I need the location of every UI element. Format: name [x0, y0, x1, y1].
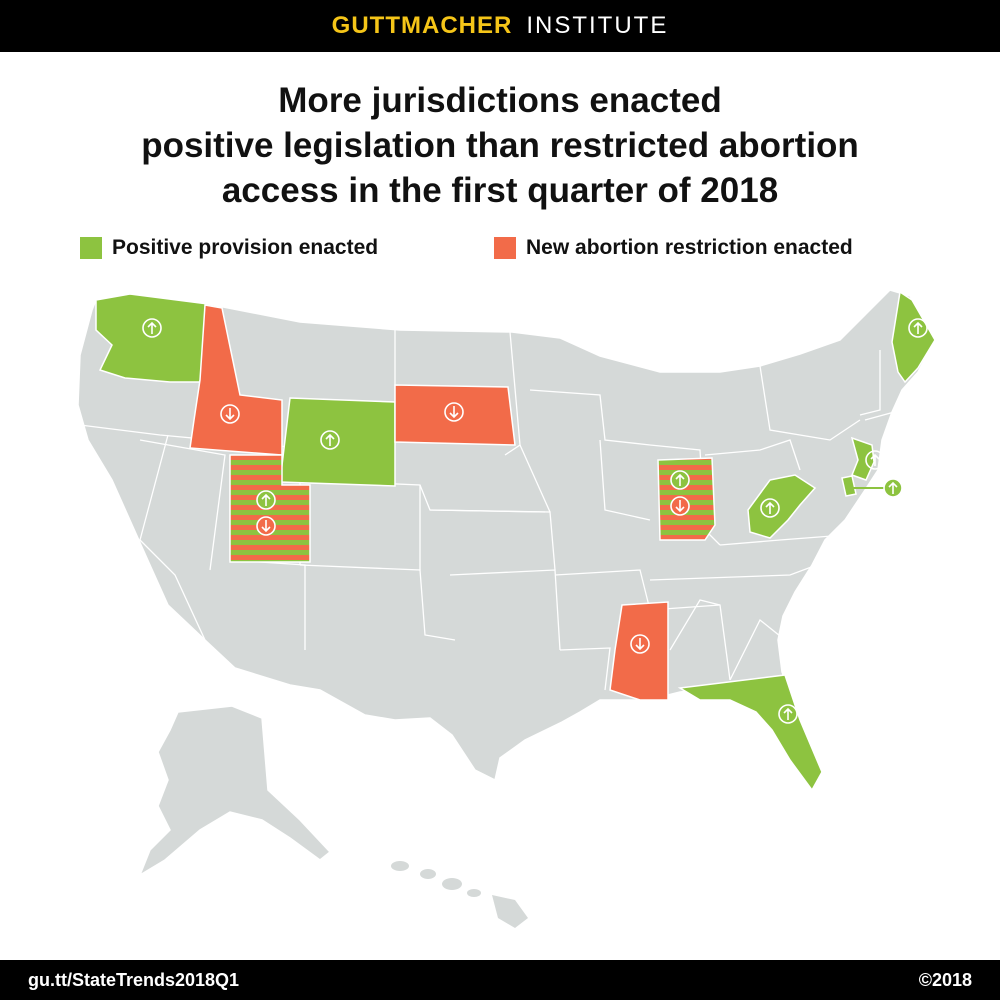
title-line-1: More jurisdictions enacted — [278, 81, 722, 120]
down-arrow-icon — [444, 402, 464, 422]
up-arrow-icon — [670, 470, 690, 490]
up-arrow-icon — [320, 430, 340, 450]
markers — [142, 318, 928, 724]
up-arrow-icon — [760, 498, 780, 518]
state-florida — [677, 674, 823, 792]
title-line-3: access in the first quarter of 2018 — [221, 171, 779, 210]
footer-bar: gu.tt/StateTrends2018Q1 ©2018 — [0, 960, 1000, 1000]
state-delaware — [841, 475, 857, 497]
us-map — [77, 289, 936, 928]
brand-subtitle: INSTITUTE — [526, 12, 669, 39]
up-arrow-icon — [908, 318, 928, 338]
state-new-jersey — [850, 436, 875, 481]
positive-states — [95, 290, 936, 792]
alaska — [138, 705, 332, 877]
brand-header: GUTTMACHER INSTITUTE — [0, 0, 1000, 52]
legend: Positive provision enacted New abortion … — [0, 236, 1000, 266]
title-line-2: positive legislation than restricted abo… — [141, 126, 859, 165]
state-washington — [95, 293, 209, 383]
up-arrow-icon — [883, 478, 903, 498]
up-arrow-icon — [256, 490, 276, 510]
legend-swatch-positive — [80, 237, 102, 259]
legend-label-positive: Positive provision enacted — [112, 236, 379, 259]
footer-copyright: ©2018 — [918, 970, 972, 990]
legend-swatch-restriction — [494, 237, 516, 259]
state-maine — [891, 290, 936, 384]
page-title: More jurisdictions enacted positive legi… — [0, 78, 1000, 213]
footer-url: gu.tt/StateTrends2018Q1 — [28, 970, 240, 990]
brand-name: GUTTMACHER — [331, 12, 513, 39]
legend-item-restriction: New abortion restriction enacted — [494, 236, 853, 260]
hawaii — [391, 861, 528, 928]
legend-item-positive: Positive provision enacted — [80, 236, 378, 260]
down-arrow-icon — [256, 516, 276, 536]
up-arrow-icon — [778, 704, 798, 724]
down-arrow-icon — [220, 404, 240, 424]
state-borders — [79, 330, 921, 691]
up-arrow-icon — [865, 450, 885, 470]
state-mississippi — [609, 601, 669, 701]
up-arrow-icon — [142, 318, 162, 338]
legend-label-restriction: New abortion restriction enacted — [526, 236, 853, 259]
down-arrow-icon — [670, 496, 690, 516]
state-west-virginia — [747, 474, 817, 539]
state-wyoming — [279, 397, 396, 487]
down-arrow-icon — [630, 634, 650, 654]
